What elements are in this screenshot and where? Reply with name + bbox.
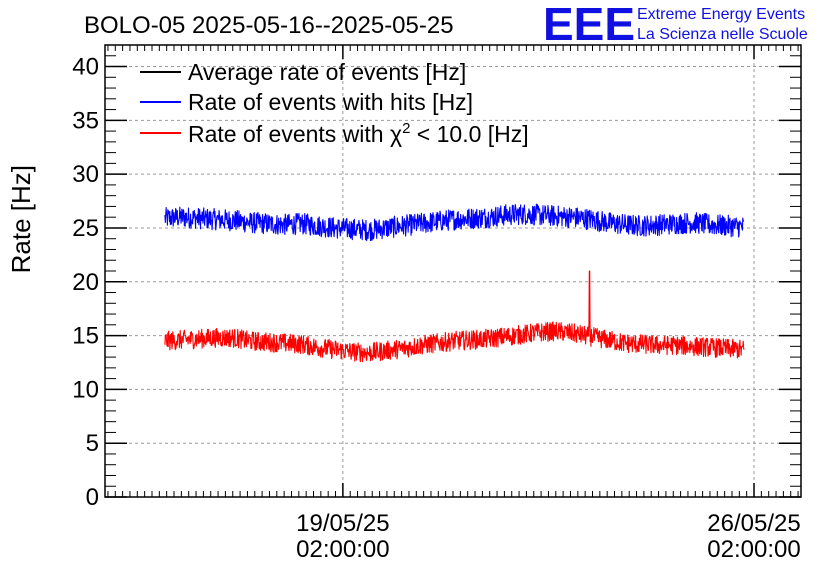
y-tick-label: 20	[72, 269, 99, 296]
legend-label-average: Average rate of events [Hz]	[188, 59, 466, 85]
y-tick-label: 10	[72, 376, 99, 403]
grid-lines	[105, 45, 801, 497]
y-tick-label: 30	[72, 161, 99, 188]
y-tick-label: 40	[72, 54, 99, 81]
legend: Average rate of events [Hz] Rate of even…	[140, 59, 529, 147]
y-tick-label: 25	[72, 215, 99, 242]
series-line-1	[164, 203, 745, 242]
x-tick-label-date: 19/05/25	[296, 510, 389, 537]
eee-logo: EEE Extreme Energy Events La Scienza nel…	[543, 0, 808, 50]
chart-title: BOLO-05 2025-05-16--2025-05-25	[84, 12, 454, 39]
eee-logo-line1: Extreme Energy Events	[637, 6, 805, 23]
legend-label-chi2: Rate of events with χ2 < 10.0 [Hz]	[188, 120, 529, 147]
y-axis: 0 5 10 15 20 25 30 35 40	[72, 44, 801, 511]
x-tick-label-time: 02:00:00	[296, 536, 389, 563]
series-line-2	[164, 270, 745, 363]
legend-label-hits: Rate of events with hits [Hz]	[188, 89, 473, 115]
eee-logo-mark: EEE	[543, 0, 635, 50]
x-tick-label-time: 02:00:00	[707, 536, 800, 563]
series-layer	[164, 203, 745, 363]
eee-logo-line2: La Scienza nelle Scuole	[637, 26, 808, 43]
x-tick-label-date: 26/05/25	[707, 510, 800, 537]
y-tick-label: 15	[72, 323, 99, 350]
y-tick-label: 5	[86, 430, 99, 457]
y-tick-label: 0	[86, 484, 99, 511]
y-tick-label: 35	[72, 107, 99, 134]
y-axis-label: Rate [Hz]	[6, 165, 36, 273]
